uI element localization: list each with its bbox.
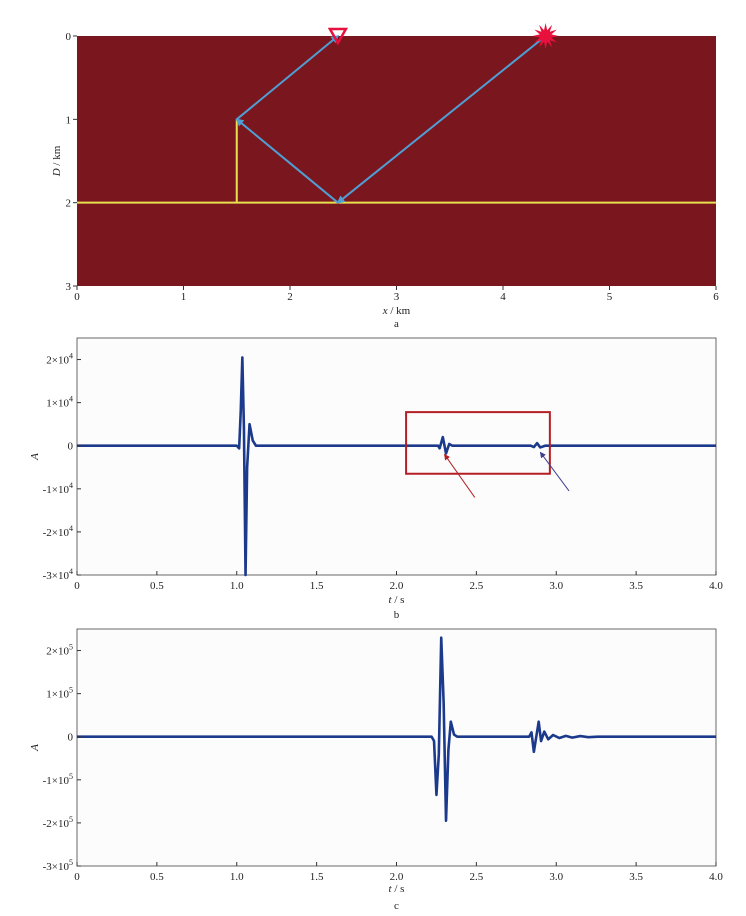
receiver-triangle-icon [327,27,349,46]
y-tick-label: 2 [66,198,72,210]
ray-segment [236,34,340,121]
x-tick-label: 6 [713,291,719,303]
source-starburst-icon [532,23,559,49]
x-tick-label: 0 [74,580,80,592]
y-axis-label-c: A [29,744,41,752]
x-tick-label: 5 [607,291,613,303]
y-tick-label: -2×104 [43,524,73,539]
y-tick-label: 1×104 [46,395,73,410]
x-tick-label: 3.5 [629,580,643,592]
y-tick-label: 0 [68,441,74,453]
y-tick-label: 0 [68,732,74,744]
y-tick-label: 0 [66,31,72,43]
x-tick-label: 2.5 [470,871,484,883]
x-tick-label: 1.5 [310,871,324,883]
trace-line-b [76,356,717,577]
y-tick-label: 1×105 [46,686,73,701]
x-tick-label: 1 [181,291,187,303]
annotation-arrow [539,451,570,492]
y-tick-label: -3×104 [43,567,73,582]
panel-label-c: c [394,900,399,912]
y-tick-label: 2×104 [46,352,73,367]
x-axis-label-c: t / s [389,883,405,895]
x-tick-label: 3 [394,291,400,303]
x-tick-label: 2.5 [470,580,484,592]
x-tick-label: 0.5 [150,871,164,883]
plot-frame-b [76,337,717,576]
x-tick-label: 2 [287,291,293,303]
x-tick-label: 3.0 [549,580,563,592]
y-tick-label: 3 [66,281,72,293]
x-tick-label: 2.0 [390,871,404,883]
x-tick-label: 0.5 [150,580,164,592]
x-tick-label: 1.5 [310,580,324,592]
x-tick-label: 0 [74,291,80,303]
y-axis-label-b: A [29,453,41,461]
annotation-arrow [444,453,476,498]
plot-frame-c [76,628,717,867]
ray-segment [336,35,547,204]
x-tick-label: 0 [74,871,80,883]
panel-label-b: b [394,609,400,621]
x-tick-label: 1.0 [230,871,244,883]
panel-label-a: a [394,318,399,330]
x-tick-label: 4.0 [709,580,723,592]
y-axis-label: D / km [51,145,63,177]
x-tick-label: 4 [500,291,506,303]
x-axis-label: x / km [382,305,411,317]
y-tick-label: 1 [66,114,72,126]
x-tick-label: 2.0 [390,580,404,592]
y-tick-label: -1×105 [43,772,73,787]
y-tick-label: -2×105 [43,815,73,830]
x-tick-label: 4.0 [709,871,723,883]
x-axis-label-b: t / s [389,594,405,606]
y-tick-label: 2×105 [46,643,73,658]
ray-segment [235,118,339,204]
highlight-box [405,411,551,475]
x-tick-label: 3.5 [629,871,643,883]
x-tick-label: 3.0 [549,871,563,883]
x-tick-label: 1.0 [230,580,244,592]
y-tick-label: -1×104 [43,481,73,496]
trace-line-c [76,636,717,823]
y-tick-label: -3×105 [43,858,73,873]
model-background [77,36,716,286]
